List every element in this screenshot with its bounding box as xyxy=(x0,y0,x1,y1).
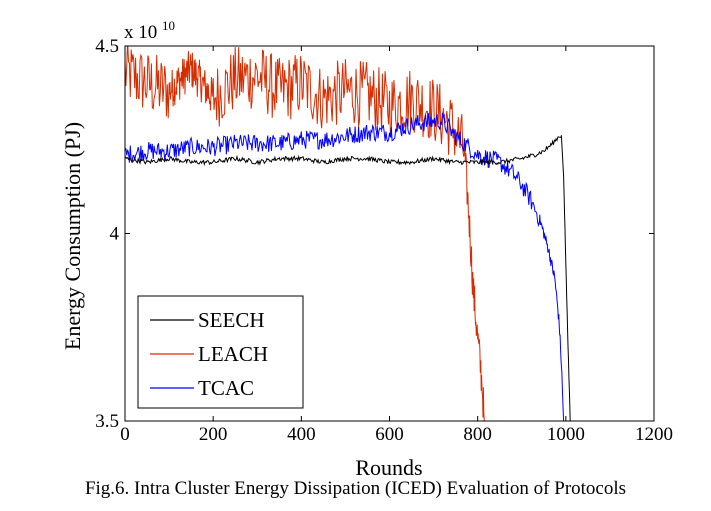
x-tick-label: 1200 xyxy=(635,424,673,445)
x-tick-label: 400 xyxy=(287,424,316,445)
series-line-seech xyxy=(125,135,571,421)
series-line-tcac xyxy=(125,112,565,421)
figure-caption: Fig.6. Intra Cluster Energy Dissipation … xyxy=(84,478,627,499)
y-tick-label: 4.5 xyxy=(95,36,119,57)
y-tick-label: 3.5 xyxy=(95,411,119,432)
y-multiplier-exponent: 10 xyxy=(162,18,175,33)
y-multiplier: x 10 10 xyxy=(124,18,175,43)
x-tick-label: 800 xyxy=(463,424,492,445)
x-tick-label: 200 xyxy=(199,424,228,445)
axis-ticks: 0 200 400 600 800 1000 1200 3.5 4 4.5 xyxy=(95,36,673,445)
x-axis-label: Rounds xyxy=(355,455,422,478)
x-tick-label: 1000 xyxy=(547,424,585,445)
legend-box xyxy=(137,295,304,409)
series-layer xyxy=(125,46,571,421)
y-axis-label: Energy Consumption (PJ) xyxy=(60,122,85,350)
y-tick-label: 4 xyxy=(110,224,120,245)
legend-label-seech: SEECH xyxy=(198,308,265,332)
series-line-leach xyxy=(125,46,485,421)
chart-figure: 0 200 400 600 800 1000 1200 3.5 4 4.5 x 10 10 Ene… xyxy=(60,18,673,478)
legend-label-tcac: TCAC xyxy=(198,376,254,400)
x-tick-label: 600 xyxy=(375,424,404,445)
legend-label-leach: LEACH xyxy=(198,342,268,366)
x-tick-label: 0 xyxy=(120,424,130,445)
legend: SEECH LEACH TCAC xyxy=(137,295,304,409)
y-multiplier-base: x 10 xyxy=(124,22,157,43)
